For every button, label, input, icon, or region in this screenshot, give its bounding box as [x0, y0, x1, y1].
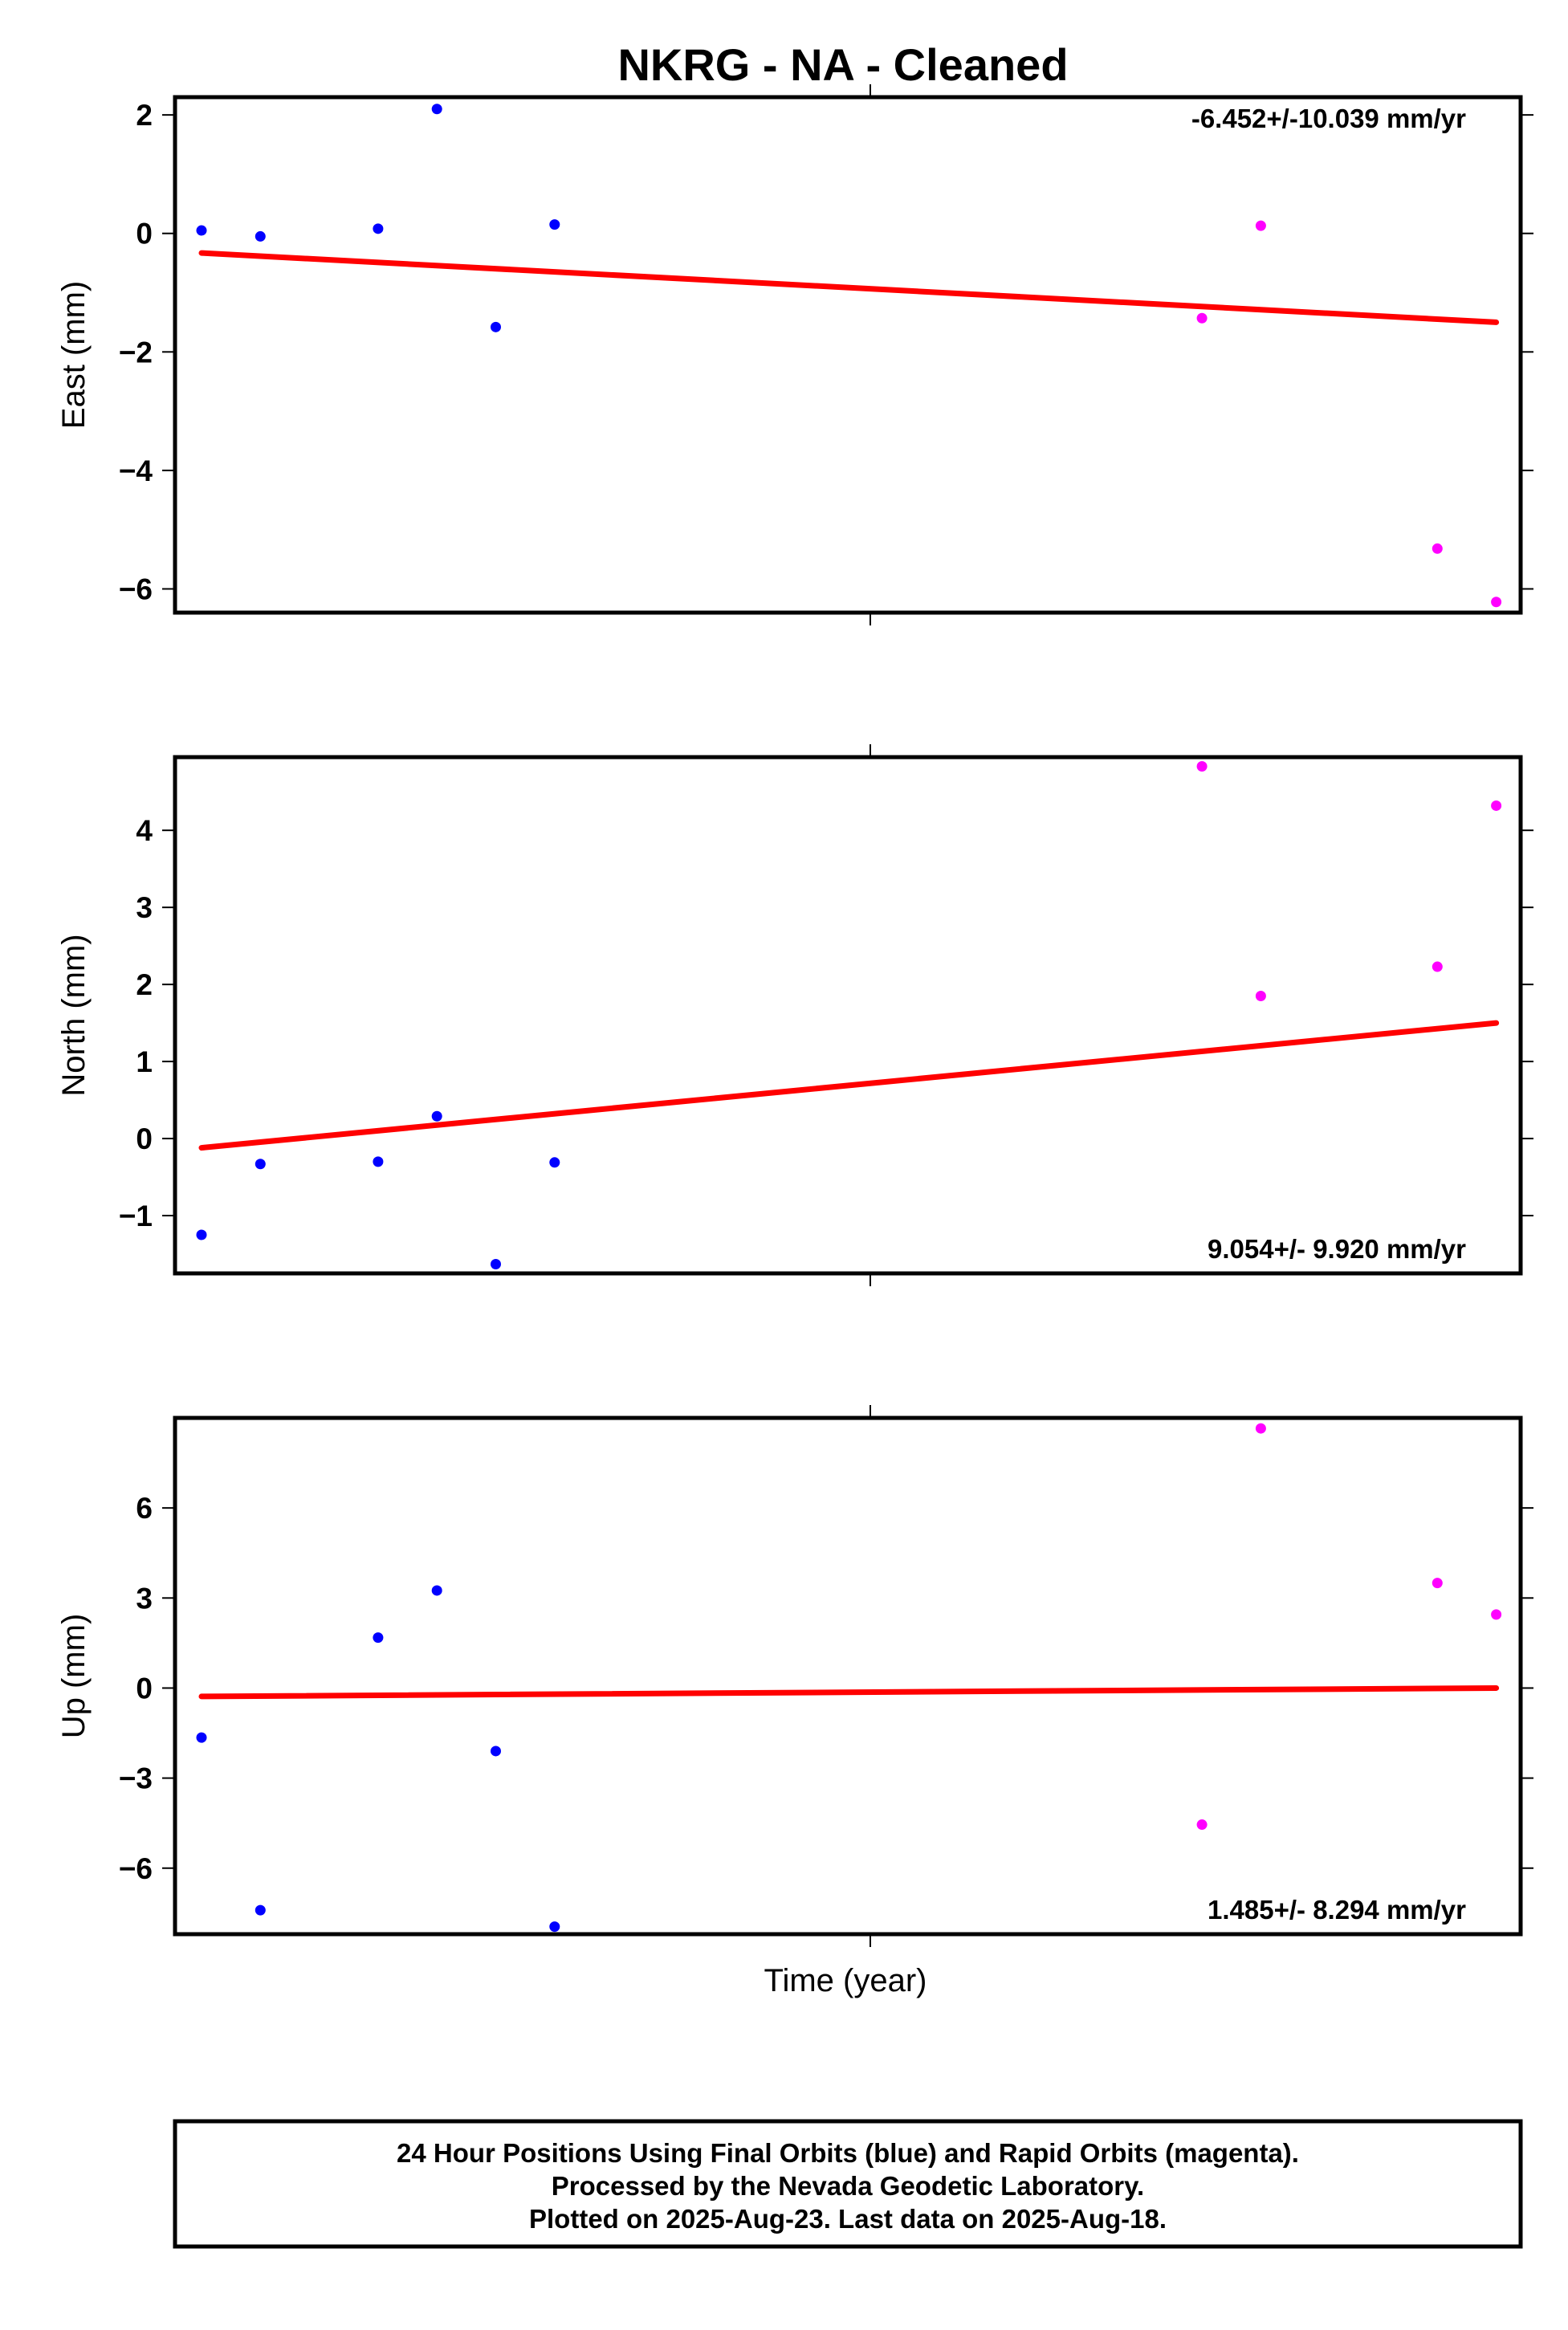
- north-ytick-label: 2: [136, 968, 153, 1001]
- footer-frame: [173, 2119, 1523, 2249]
- up-final-point: [491, 1745, 501, 1757]
- footer-line-2: Processed by the Nevada Geodetic Laborat…: [552, 2171, 1144, 2201]
- east-rapid-point: [1491, 597, 1502, 608]
- east-final-point: [549, 219, 560, 230]
- east-final-point: [491, 321, 501, 332]
- east-ytick-label: −2: [119, 336, 153, 369]
- up-final-point: [431, 1585, 442, 1596]
- up-ytick-label: −6: [119, 1852, 153, 1885]
- north-ytick-label: 1: [136, 1045, 153, 1078]
- up-final-point: [549, 1921, 560, 1933]
- east-final-point: [255, 230, 266, 242]
- x-axis-label: Time (year): [764, 1963, 927, 1998]
- east-rate-label: -6.452+/-10.039 mm/yr: [1191, 104, 1466, 133]
- panels: −6 −4 −2 0 2 East (mm) -6.452+/-10.039 mm/yr −1…: [56, 84, 1533, 1947]
- east-ytick-label: −6: [119, 572, 153, 605]
- east-trend-line: [198, 250, 1500, 325]
- east-rapid-point: [1432, 543, 1443, 554]
- up-rapid-point: [1432, 1578, 1443, 1589]
- east-ytick-label: 2: [136, 99, 153, 132]
- east-ylabel: East (mm): [56, 281, 92, 429]
- north-final-point: [255, 1159, 266, 1170]
- up-final-point: [196, 1732, 207, 1743]
- up-trend-line: [198, 1684, 1500, 1700]
- east-panel: −6 −4 −2 0 2 East (mm) -6.452+/-10.039 mm/yr: [56, 84, 1533, 625]
- east-frame: [173, 95, 1523, 615]
- north-ytick-label: 0: [136, 1122, 153, 1155]
- east-rapid-point: [1196, 312, 1208, 324]
- north-ytick-label: 4: [136, 814, 153, 847]
- east-ytick-label: 0: [136, 218, 153, 251]
- up-final-point: [373, 1632, 384, 1644]
- north-final-point: [373, 1156, 384, 1167]
- north-rapid-point: [1432, 961, 1443, 972]
- north-final-point: [549, 1157, 560, 1168]
- up-rapid-point: [1255, 1423, 1266, 1434]
- east-rapid-point: [1255, 220, 1266, 231]
- up-final-point: [255, 1904, 266, 1916]
- up-rapid-point: [1491, 1609, 1502, 1620]
- footer-box: 24 Hour Positions Using Final Orbits (bl…: [173, 2119, 1523, 2249]
- up-rapid-point: [1196, 1819, 1208, 1831]
- up-ylabel: Up (mm): [56, 1614, 92, 1739]
- east-ytick-label: −4: [119, 454, 153, 487]
- east-final-point: [373, 223, 384, 234]
- north-final-point: [196, 1229, 207, 1240]
- chart-title: NKRG - NA - Cleaned: [617, 39, 1068, 90]
- north-rapid-point: [1196, 761, 1208, 772]
- north-ytick-label: 3: [136, 891, 153, 924]
- footer-line-3: Plotted on 2025-Aug-23. Last data on 202…: [529, 2204, 1167, 2234]
- north-ylabel: North (mm): [56, 934, 92, 1096]
- up-frame: [173, 1416, 1523, 1937]
- north-ytick-label: −1: [119, 1200, 153, 1232]
- up-rate-label: 1.485+/- 8.294 mm/yr: [1208, 1895, 1466, 1925]
- north-rapid-point: [1491, 800, 1502, 811]
- north-frame: [173, 755, 1523, 1276]
- east-final-point: [431, 104, 442, 115]
- up-ytick-label: −3: [119, 1762, 153, 1795]
- up-ytick-label: 6: [136, 1492, 153, 1525]
- east-final-point: [196, 225, 207, 236]
- up-panel: −6 −3 0 3 6 Up (mm) 1.485+/- 8.294 mm/yr: [56, 1405, 1533, 1947]
- north-final-point: [431, 1110, 442, 1122]
- north-rapid-point: [1255, 991, 1266, 1002]
- north-rate-label: 9.054+/- 9.920 mm/yr: [1208, 1234, 1466, 1264]
- north-panel: −1 0 1 2 3 4 North (mm) 9.054+/- 9.920 mm/yr: [56, 744, 1533, 1286]
- up-ytick-label: 3: [136, 1582, 153, 1615]
- north-final-point: [491, 1258, 501, 1269]
- up-ytick-label: 0: [136, 1672, 153, 1705]
- north-trend-line: [198, 1020, 1500, 1151]
- footer-line-1: 24 Hour Positions Using Final Orbits (bl…: [397, 2138, 1299, 2168]
